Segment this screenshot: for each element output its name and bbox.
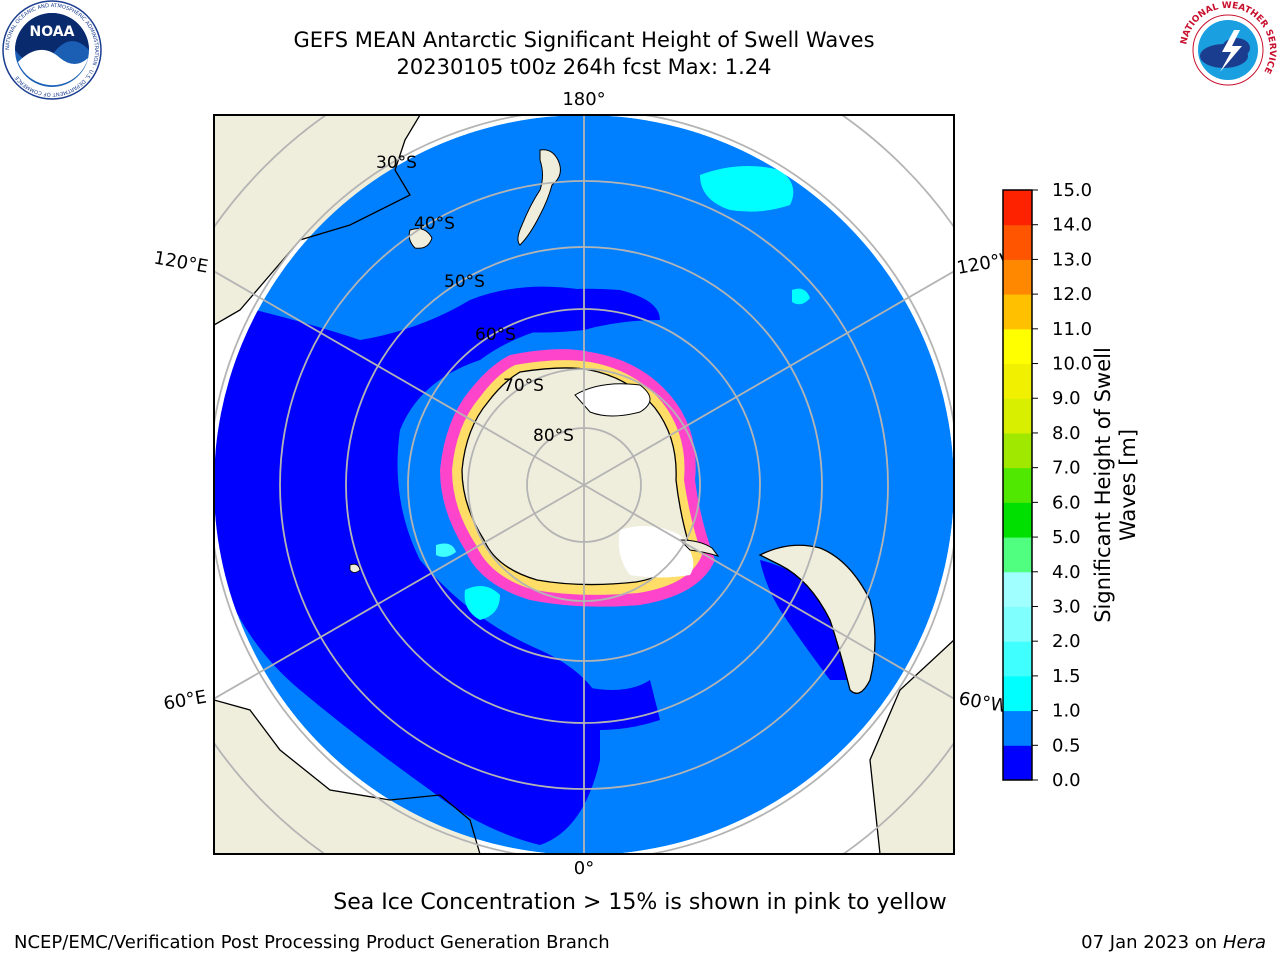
colorbar-segment (1003, 675, 1032, 712)
lat-label-80s: 80°S (533, 426, 574, 446)
colorbar-tick-label: 14.0 (1052, 215, 1092, 236)
colorbar-segment (1003, 294, 1032, 330)
lat-label-60s: 60°S (475, 325, 516, 345)
australia-land (214, 115, 420, 325)
swell-cyan-patch-3 (792, 288, 810, 305)
lon-label-60e: 60°E (162, 686, 208, 714)
colorbar-tick-label: 10.0 (1052, 354, 1092, 375)
colorbar-tick-label: 2.0 (1052, 631, 1081, 652)
colorbar-tick-label: 7.0 (1052, 458, 1081, 479)
lat-label-70s: 70°S (503, 376, 544, 396)
weddell-ice (618, 526, 694, 578)
lon-label-180: 180° (562, 89, 605, 110)
colorbar: 0.0 0.5 1.0 1.5 2.0 3.0 4.0 5.0 6.0 7.0 8.0 9.0 10.0… (1002, 180, 1092, 791)
noaa-logo-text: NOAA (30, 24, 75, 40)
plot-subtitle: 20230105 t00z 264h fcst Max: 1.24 (396, 55, 772, 79)
south-america-tip (758, 544, 876, 694)
colorbar-tick-label: 3.0 (1052, 596, 1081, 617)
colorbar-segment (1003, 432, 1032, 469)
map-border (213, 114, 955, 855)
swell-cyan-patch-1 (700, 166, 794, 212)
colorbar-frame (1002, 189, 1033, 781)
colorbar-tick-label: 12.0 (1052, 284, 1092, 305)
colorbar-tick-label: 1.0 (1052, 701, 1081, 722)
colorbar-tick-label: 15.0 (1052, 180, 1092, 201)
colorbar-segment (1003, 537, 1032, 573)
colorbar-tick-label: 8.0 (1052, 423, 1081, 444)
antarctic-peninsula (678, 539, 720, 557)
footer-date-text: 07 Jan 2023 on (1081, 932, 1218, 953)
colorbar-tick-label: 0.0 (1052, 770, 1081, 791)
colorbar-tick-label: 6.0 (1052, 492, 1081, 513)
lon-label-0: 0° (574, 858, 594, 879)
colorbar-segment (1003, 328, 1032, 365)
colorbar-label-line2: Waves [m] (1116, 428, 1140, 542)
colorbar-segment (1003, 606, 1032, 642)
colorbar-segment (1003, 190, 1032, 226)
swell-cyan-patch-2 (464, 586, 500, 620)
lat-label-30s: 30°S (376, 153, 417, 173)
swell-0-05-west (214, 286, 600, 846)
lon-label-120e: 120°E (152, 247, 210, 277)
africa-land (214, 700, 480, 854)
colorbar-segment (1003, 571, 1032, 607)
colorbar-tick-label: 0.5 (1052, 735, 1081, 756)
colorbar-segment (1003, 502, 1032, 538)
colorbar-tick-label: 5.0 (1052, 527, 1081, 548)
footer-credit: NCEP/EMC/Verification Post Processing Pr… (14, 932, 610, 953)
new-zealand-land (517, 149, 561, 246)
plot-title: GEFS MEAN Antarctic Significant Height o… (293, 28, 875, 52)
footer-host: Hera (1222, 932, 1266, 953)
colorbar-segment (1003, 745, 1032, 781)
colorbar-segment (1003, 224, 1032, 260)
colorbar-tick-label: 4.0 (1052, 562, 1081, 583)
colorbar-tick-label: 13.0 (1052, 249, 1092, 270)
colorbar-segment (1003, 641, 1032, 677)
colorbar-tick-label: 1.5 (1052, 666, 1081, 687)
noaa-logo: NOAA NATIONAL OCEANIC AND ATMOSPHERIC AD… (2, 0, 102, 100)
nws-logo: NATIONAL WEATHER SERVICE (1179, 1, 1277, 99)
swell-0-05-south (440, 620, 660, 730)
swell-0-05-east (760, 560, 860, 680)
colorbar-label-line1: Significant Height of Swell (1091, 347, 1115, 623)
swell-0-05-ross (500, 288, 660, 333)
graticule (214, 115, 954, 854)
sea-ice-caption: Sea Ice Concentration > 15% is shown in … (333, 890, 947, 915)
footer-date: 07 Jan 2023 on Hera (1081, 932, 1266, 953)
south-america-land (870, 640, 954, 854)
tasmania-land (408, 228, 433, 249)
ross-ice-shelf (574, 383, 651, 417)
lat-label-50s: 50°S (444, 272, 485, 292)
swell-cyan-patch-4 (436, 543, 456, 557)
colorbar-segment (1003, 398, 1032, 434)
colorbar-segment (1003, 363, 1032, 399)
colorbar-segment (1003, 467, 1032, 503)
colorbar-segment (1003, 259, 1032, 295)
lat-label-40s: 40°S (414, 214, 455, 234)
colorbar-tick-label: 11.0 (1052, 319, 1092, 340)
colorbar-segment (1003, 710, 1032, 746)
lon-label-60w: 60°W (957, 688, 1010, 717)
kerguelen-island (349, 563, 361, 573)
colorbar-tick-label: 9.0 (1052, 388, 1081, 409)
